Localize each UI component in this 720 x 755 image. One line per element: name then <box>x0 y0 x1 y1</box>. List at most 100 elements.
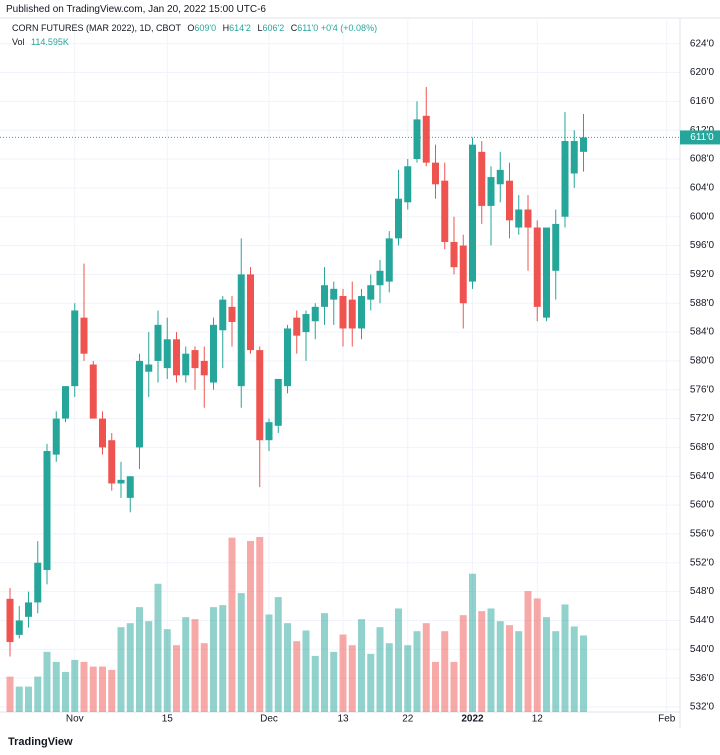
candle-body <box>395 198 402 239</box>
candle-body <box>321 285 328 307</box>
candle-body <box>487 177 495 206</box>
candle-body <box>533 227 541 307</box>
published-note: Published on TradingView.com, Jan 20, 20… <box>6 4 266 15</box>
x-tick-label: Nov <box>66 714 84 725</box>
volume-bar <box>441 631 449 712</box>
volume-bar <box>302 630 310 712</box>
candle-body <box>117 479 125 484</box>
candle-body <box>385 238 393 282</box>
volume-bar <box>200 643 208 712</box>
volume-bar <box>145 621 153 712</box>
candle-body <box>265 422 273 441</box>
x-tick-label: Dec <box>260 714 278 725</box>
volume-bar <box>367 653 375 712</box>
volume-bar <box>358 619 365 712</box>
ohlc-value: 609'0 <box>194 23 217 33</box>
x-tick-label: 15 <box>162 714 174 725</box>
candle-body <box>99 418 106 448</box>
y-tick-label: 580'0 <box>690 356 715 367</box>
ohlc-prefix: H <box>222 23 230 33</box>
volume-bar <box>580 635 587 712</box>
candle-body <box>80 317 88 354</box>
ohlc-prefix: L <box>257 23 263 33</box>
candle-body <box>25 602 32 617</box>
candle-body <box>348 299 356 329</box>
volume-bar <box>330 651 338 712</box>
x-tick-label: 22 <box>402 714 414 725</box>
volume-bar <box>321 613 328 712</box>
volume-bar <box>15 686 23 712</box>
candle-body <box>108 440 116 484</box>
change: +0'4 (+0.08%) <box>320 23 378 33</box>
ohlc-prefix: O <box>187 23 195 33</box>
candle-body <box>228 306 236 322</box>
candle-body <box>43 451 51 570</box>
volume-value: 114.595K <box>31 37 69 47</box>
candle-body <box>284 328 291 387</box>
volume-bar <box>25 686 32 712</box>
volume-bar <box>274 597 282 712</box>
volume-bar <box>570 626 578 712</box>
y-tick-label: 584'0 <box>690 327 715 338</box>
candle-body <box>200 360 208 376</box>
volume-bar <box>533 598 541 712</box>
volume-bar <box>52 661 60 712</box>
volume-bar <box>256 537 264 712</box>
y-tick-label: 572'0 <box>690 413 715 424</box>
candle-body <box>126 476 134 498</box>
volume-bar <box>228 537 236 712</box>
volume-bar <box>376 627 384 712</box>
volume-bar <box>422 623 430 712</box>
candle-body <box>376 270 384 286</box>
volume-bar <box>154 583 162 712</box>
volume-bar <box>126 623 134 712</box>
candle-body <box>154 324 162 361</box>
candle-body <box>422 115 430 163</box>
y-tick-label: 592'0 <box>690 269 715 280</box>
y-tick-label: 616'0 <box>690 96 715 107</box>
y-tick-label: 612'0 <box>690 125 715 136</box>
candle-body <box>182 353 190 376</box>
candle-body <box>441 180 449 242</box>
ohlc-value: 614'2 <box>229 23 251 33</box>
volume-bar <box>62 671 69 712</box>
volume-bar <box>385 643 393 712</box>
candle-body <box>302 314 310 333</box>
volume-bar <box>552 631 560 712</box>
candle-body <box>543 227 550 318</box>
volume-bar <box>210 607 217 712</box>
volume-bar <box>136 607 143 712</box>
y-tick-label: 556'0 <box>690 529 715 540</box>
candle-body <box>136 360 143 448</box>
y-tick-label: 576'0 <box>690 384 715 395</box>
ohlc-value: 606'2 <box>262 23 285 33</box>
y-tick-label: 552'0 <box>690 557 715 568</box>
y-tick-label: 544'0 <box>690 615 715 626</box>
volume-bar <box>43 651 51 712</box>
candle-body <box>330 288 338 300</box>
volume-bar <box>99 666 106 712</box>
candle-body <box>367 285 375 300</box>
volume-bar <box>478 611 486 712</box>
candle-body <box>459 245 467 304</box>
x-tick-label: 12 <box>532 714 544 725</box>
candle-body <box>469 144 476 282</box>
y-tick-label: 624'0 <box>690 38 715 49</box>
volume-bar <box>182 617 190 712</box>
candle-body <box>450 241 458 268</box>
candle-body <box>34 562 42 603</box>
volume-bar <box>163 629 171 712</box>
candle-body <box>293 317 301 336</box>
y-tick-label: 564'0 <box>690 471 715 482</box>
volume-bar <box>34 676 42 712</box>
volume-bar <box>191 619 199 712</box>
candle-body <box>432 162 439 185</box>
volume-bar <box>237 593 245 712</box>
volume-legend: Vol 114.595K <box>12 37 69 47</box>
candle-body <box>478 151 486 206</box>
candle-body <box>524 209 532 228</box>
candle-body <box>62 386 69 419</box>
candle-body <box>219 299 227 331</box>
volume-bar <box>561 604 569 712</box>
x-tick-label: 2022 <box>461 714 484 725</box>
